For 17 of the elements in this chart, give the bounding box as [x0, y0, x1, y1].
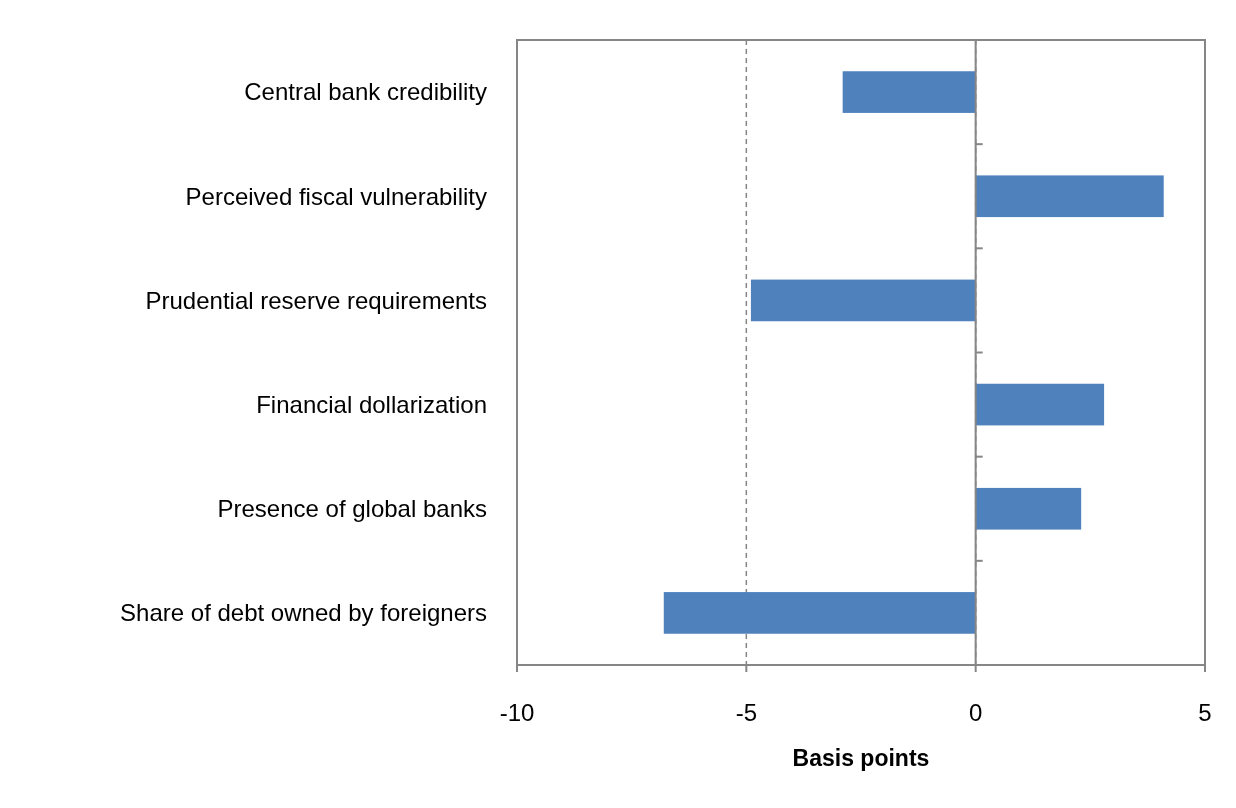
- bar: [975, 487, 1082, 530]
- bar: [750, 279, 976, 322]
- x-tick-label: -5: [735, 699, 758, 726]
- bar: [975, 175, 1164, 218]
- y-tick-label: Perceived fiscal vulnerability: [185, 182, 487, 210]
- y-tick-label: Financial dollarization: [256, 390, 487, 418]
- x-tick-label: 5: [1198, 699, 1212, 726]
- y-tick-label: Presence of global banks: [217, 495, 487, 523]
- bar: [842, 71, 976, 113]
- y-tick-label: Share of debt owned by foreigners: [120, 599, 487, 627]
- x-tick-label: -10: [499, 699, 535, 726]
- y-tick-label: Central bank credibility: [244, 78, 487, 106]
- bar: [975, 383, 1105, 426]
- x-axis-title: Basis points: [792, 745, 930, 771]
- x-tick-label: 0: [968, 699, 983, 726]
- bar: [663, 592, 976, 634]
- y-tick-label: Prudential reserve requirements: [145, 286, 487, 314]
